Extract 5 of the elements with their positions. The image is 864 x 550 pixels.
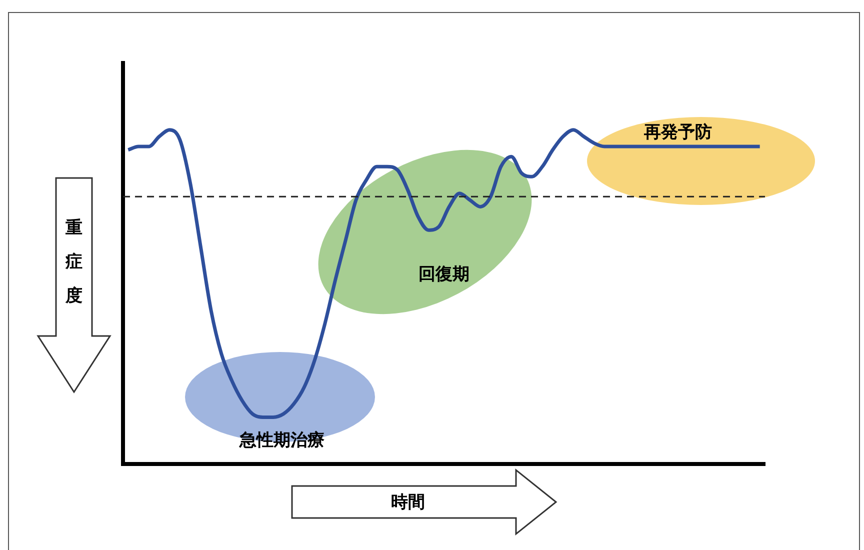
y-axis-title: 重症度 — [65, 217, 83, 307]
x-axis-title: 時間 — [391, 492, 425, 514]
annotation: 回復期 — [418, 264, 470, 286]
annotation: 再発予防 — [644, 122, 712, 144]
annotation: 急性期治療 — [240, 430, 324, 452]
